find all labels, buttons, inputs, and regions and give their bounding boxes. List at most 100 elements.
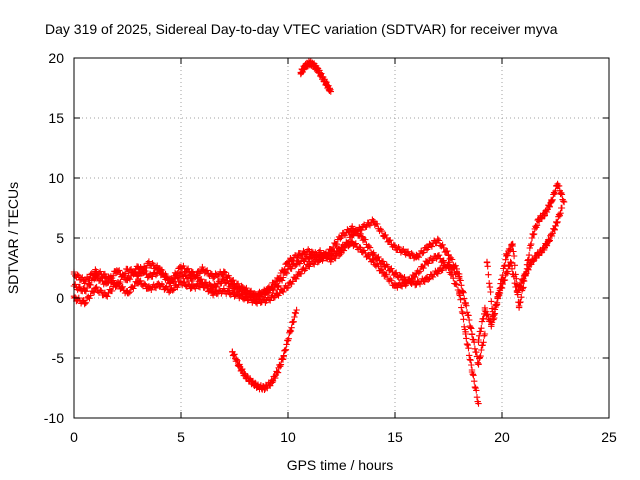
data-point xyxy=(381,261,388,268)
x-tick-label: 20 xyxy=(494,429,510,445)
data-point xyxy=(81,287,88,294)
series-track-e xyxy=(297,57,334,95)
data-point xyxy=(135,263,142,270)
data-point xyxy=(359,248,367,255)
data-point xyxy=(274,291,281,298)
data-point xyxy=(554,180,561,188)
data-point xyxy=(102,273,110,280)
data-point xyxy=(306,248,313,255)
data-point xyxy=(381,232,388,239)
data-point xyxy=(462,330,469,338)
data-point xyxy=(229,348,236,356)
data-point xyxy=(156,281,163,288)
data-point xyxy=(490,316,497,323)
data-point xyxy=(423,275,431,282)
data-point xyxy=(92,285,99,292)
data-point xyxy=(391,282,399,290)
data-point xyxy=(468,366,476,374)
y-tick-label: 0 xyxy=(56,290,64,306)
data-point xyxy=(263,297,270,304)
data-point xyxy=(242,372,249,380)
data-point xyxy=(199,266,206,273)
data-point xyxy=(528,234,536,242)
data-point xyxy=(301,63,309,70)
data-point xyxy=(124,290,131,297)
data-point xyxy=(295,270,302,278)
data-point xyxy=(445,264,452,272)
data-point xyxy=(295,258,302,266)
series-track-f xyxy=(475,204,566,346)
data-point xyxy=(338,249,345,256)
y-tick-label: 20 xyxy=(48,50,64,66)
x-tick-label: 25 xyxy=(601,429,617,445)
y-tick-label: -5 xyxy=(52,350,65,366)
data-point xyxy=(558,204,566,212)
data-point xyxy=(423,258,431,266)
data-point xyxy=(434,237,441,244)
data-point xyxy=(235,362,242,369)
data-point xyxy=(199,279,206,286)
series-marker-trail xyxy=(483,182,567,322)
data-point xyxy=(306,261,313,268)
data-point xyxy=(220,287,227,294)
series-track-b xyxy=(70,238,482,407)
data-point xyxy=(496,285,504,292)
data-point xyxy=(475,336,482,344)
data-point xyxy=(481,306,489,314)
data-point xyxy=(145,285,153,292)
data-point xyxy=(188,284,195,291)
data-point xyxy=(475,360,482,368)
data-point xyxy=(483,258,491,266)
data-point xyxy=(349,231,356,238)
data-point xyxy=(316,249,324,256)
data-point xyxy=(124,266,131,273)
data-point xyxy=(539,246,546,254)
data-point xyxy=(293,306,300,314)
data-point xyxy=(284,266,292,273)
data-point xyxy=(314,66,322,74)
data-point xyxy=(402,280,409,287)
data-point xyxy=(306,254,313,261)
data-point xyxy=(284,282,292,290)
data-point xyxy=(284,258,292,266)
data-point xyxy=(113,267,120,274)
y-axis-label: SDTVAR / TECUs xyxy=(5,182,21,294)
data-point xyxy=(509,240,516,248)
data-point xyxy=(252,293,260,300)
data-point xyxy=(263,288,270,296)
data-point xyxy=(545,237,553,244)
data-point xyxy=(209,273,217,280)
y-tick-label: 5 xyxy=(56,230,64,246)
series-marker-trail xyxy=(297,57,334,94)
data-point xyxy=(261,384,268,392)
data-point xyxy=(248,378,255,386)
data-point xyxy=(220,269,227,276)
series-marker-trail xyxy=(70,238,481,405)
data-point xyxy=(286,328,294,335)
data-point xyxy=(359,224,367,231)
data-point xyxy=(220,276,227,284)
data-point xyxy=(327,256,334,263)
data-point xyxy=(413,280,420,287)
data-point xyxy=(338,232,345,239)
data-point xyxy=(274,282,281,290)
data-point xyxy=(145,260,153,267)
data-point xyxy=(413,270,420,278)
data-point xyxy=(306,59,313,66)
data-point xyxy=(475,400,482,407)
data-point xyxy=(434,268,441,275)
data-point xyxy=(434,252,441,260)
data-point xyxy=(481,330,489,338)
data-point xyxy=(113,282,120,290)
data-point xyxy=(209,290,217,297)
data-point xyxy=(515,304,523,311)
data-point xyxy=(533,252,540,260)
data-point xyxy=(102,280,110,287)
x-tick-label: 0 xyxy=(70,429,78,445)
data-point xyxy=(507,258,514,266)
data-point xyxy=(370,258,377,266)
data-point xyxy=(522,270,529,278)
grid-lines xyxy=(74,58,609,418)
data-point xyxy=(297,69,304,76)
